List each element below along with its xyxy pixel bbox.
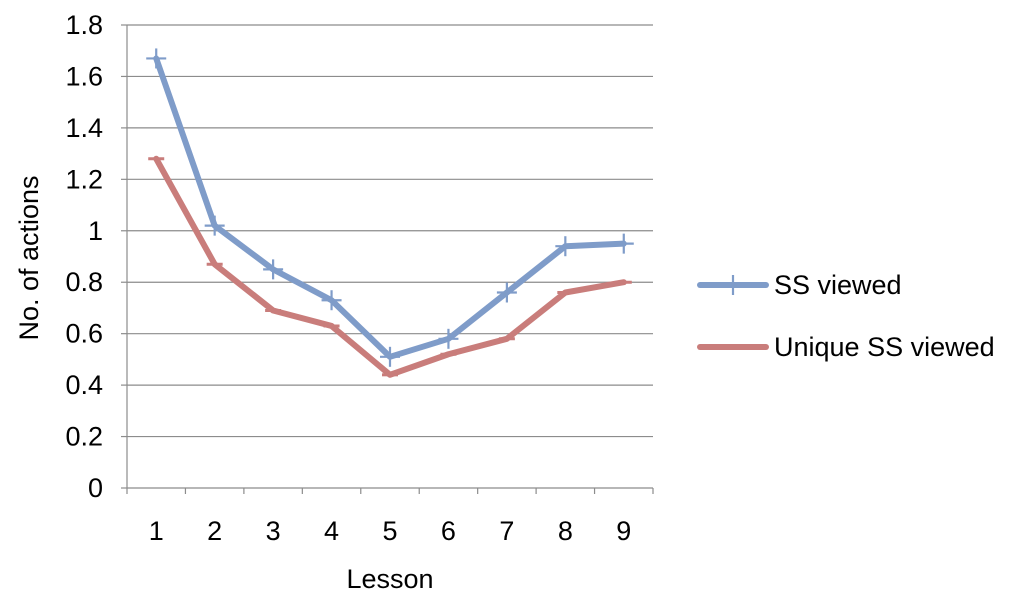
y-tick-label: 1.8 (65, 10, 103, 40)
y-tick-label: 0.6 (65, 319, 103, 349)
x-tick-label: 6 (441, 516, 456, 546)
tick-labels: 0 0.2 0.4 0.6 0.8 1 1.2 1.4 1.6 1.8 1 2 3 4 5 6 7 8 9 (65, 10, 631, 546)
x-tick-label: 8 (558, 516, 573, 546)
series-line-1 (156, 58, 624, 356)
x-tick-label: 5 (382, 516, 397, 546)
x-tick-label: 2 (207, 516, 222, 546)
y-tick-label: 1.4 (65, 113, 103, 143)
y-tick-label: 0.8 (65, 267, 103, 297)
x-tick-label: 7 (499, 516, 514, 546)
y-tick-label: 1.6 (65, 61, 103, 91)
y-tick-label: 0.2 (65, 422, 103, 452)
y-axis-title: No. of actions (14, 175, 44, 340)
x-tick-label: 3 (266, 516, 281, 546)
legend-label: SS viewed (774, 270, 902, 300)
x-axis-title: Lesson (346, 564, 433, 593)
legend-label: Unique SS viewed (774, 332, 995, 362)
legend: SS viewed Unique SS viewed (700, 270, 995, 362)
x-tick-label: 9 (616, 516, 631, 546)
y-tick-label: 1.2 (65, 164, 103, 194)
data-point (614, 234, 634, 254)
x-tick-label: 4 (324, 516, 339, 546)
y-tick-label: 0.4 (65, 370, 103, 400)
legend-marker (723, 275, 743, 295)
axes (121, 25, 653, 494)
y-tick-label: 1 (88, 216, 103, 246)
series-line-2 (156, 159, 624, 375)
data-point (146, 48, 166, 68)
series-group (146, 48, 634, 374)
legend-entry: SS viewed (700, 270, 902, 300)
x-tick-label: 1 (149, 516, 164, 546)
legend-entry: Unique SS viewed (700, 332, 995, 362)
y-tick-label: 0 (88, 473, 103, 503)
